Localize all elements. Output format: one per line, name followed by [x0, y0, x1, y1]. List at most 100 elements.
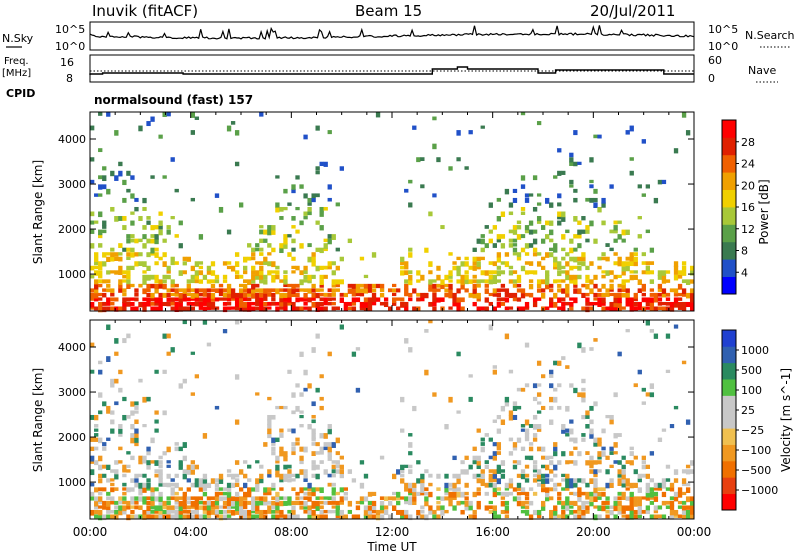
heatmap-cell [412, 405, 417, 412]
heatmap-cell [553, 451, 558, 457]
heatmap-cell [476, 464, 481, 470]
heatmap-cell [536, 469, 542, 475]
heatmap-cell [617, 509, 622, 515]
heatmap-cell [492, 369, 497, 375]
heatmap-cell [279, 514, 284, 518]
heatmap-cell [126, 170, 131, 176]
heatmap-cell [234, 252, 240, 257]
heatmap-cell [94, 487, 99, 493]
heatmap-cell [577, 478, 582, 483]
heatmap-cell [263, 500, 268, 506]
heatmap-cell [472, 261, 477, 266]
heatmap-cell [436, 514, 441, 519]
heatmap-cell [645, 464, 651, 470]
heatmap-cell [452, 482, 457, 489]
heatmap-cell [553, 446, 558, 452]
heatmap-cell [243, 279, 248, 283]
heatmap-cell [295, 292, 300, 298]
heatmap-cell [311, 428, 316, 434]
heatmap-cell [452, 487, 457, 492]
colorbar-tick-label: −100 [741, 444, 771, 457]
heatmap-cell [158, 482, 163, 487]
heatmap-cell [130, 220, 135, 226]
heatmap-cell [279, 243, 284, 249]
heatmap-cell [488, 505, 493, 510]
heatmap-cell [637, 473, 642, 479]
heatmap-cell [311, 193, 316, 199]
heatmap-cell [291, 225, 296, 229]
heatmap-cell [339, 256, 344, 262]
heatmap-cell [319, 460, 324, 464]
heatmap-cell [359, 496, 365, 501]
heatmap-cell [315, 288, 320, 292]
heatmap-cell [206, 297, 212, 303]
heatmap-cell [283, 206, 288, 211]
heatmap-cell [520, 469, 526, 474]
heatmap-cell [102, 279, 107, 284]
heatmap-cell [593, 487, 598, 494]
heatmap-cell [440, 509, 445, 516]
heatmap-cell [452, 496, 457, 501]
heatmap-cell [536, 193, 542, 197]
heatmap-cell [271, 229, 276, 235]
heatmap-cell [645, 306, 651, 310]
heatmap-cell [573, 478, 578, 484]
heatmap-cell [561, 514, 566, 519]
heatmap-cell [464, 491, 469, 496]
freq-tick-low: 8 [66, 72, 73, 85]
heatmap-cell [416, 297, 421, 302]
heatmap-cell [303, 487, 308, 491]
heatmap-cell [102, 175, 107, 182]
heatmap-cell [585, 279, 590, 283]
heatmap-cell [532, 396, 538, 402]
heatmap-cell [158, 301, 163, 307]
heatmap-cell [593, 491, 598, 497]
heatmap-cell [621, 283, 626, 290]
heatmap-cell [279, 297, 284, 303]
heatmap-cell [315, 292, 320, 299]
heatmap-cell [432, 279, 437, 283]
heatmap-cell [536, 424, 542, 430]
heatmap-cell [126, 414, 131, 419]
heatmap-cell [681, 301, 687, 307]
heatmap-cell [90, 220, 95, 225]
heatmap-cell [367, 306, 373, 311]
heatmap-cell [206, 292, 212, 298]
heatmap-cell [335, 283, 340, 288]
heatmap-cell [629, 274, 634, 281]
heatmap-cell [492, 482, 497, 488]
heatmap-cell [275, 405, 280, 410]
heatmap-cell [210, 283, 216, 289]
heatmap-cell [400, 428, 405, 433]
heatmap-cell [206, 279, 212, 284]
heatmap-cell [609, 414, 614, 420]
heatmap-cell [367, 505, 373, 511]
heatmap-cell [371, 509, 377, 514]
heatmap-cell [194, 297, 200, 302]
heatmap-cell [593, 442, 598, 447]
heatmap-cell [581, 505, 586, 510]
heatmap-cell [102, 446, 107, 451]
heatmap-cell [122, 225, 127, 231]
heatmap-cell [226, 505, 232, 510]
heatmap-cell [251, 301, 256, 306]
heatmap-cell [557, 500, 562, 505]
heatmap-cell [218, 473, 224, 480]
heatmap-cell [613, 496, 618, 501]
heatmap-cell [206, 288, 212, 293]
heatmap-cell [613, 225, 618, 231]
heatmap-cell [283, 451, 288, 457]
heatmap-cell [597, 496, 602, 500]
heatmap-cell [464, 482, 469, 488]
heatmap-cell [432, 306, 437, 311]
heatmap-cell [375, 283, 381, 289]
heatmap-cell [524, 225, 530, 231]
heatmap-cell [387, 288, 393, 293]
heatmap-cell [299, 288, 304, 292]
heatmap-cell [287, 297, 292, 303]
heatmap-cell [158, 469, 163, 475]
heatmap-cell [94, 265, 99, 270]
heatmap-cell [275, 455, 280, 461]
heatmap-cell [110, 301, 115, 306]
heatmap-cell [492, 270, 497, 275]
